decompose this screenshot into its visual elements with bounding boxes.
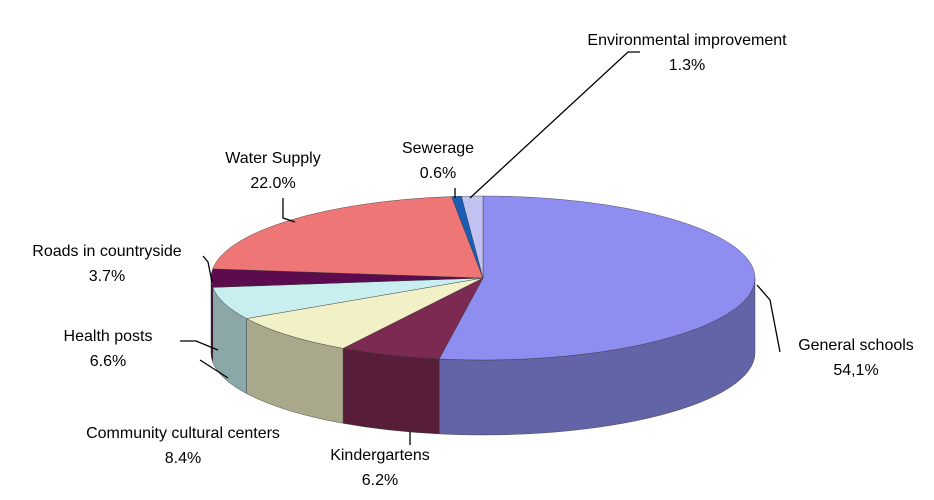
slice-value: 54,1% [833,362,878,379]
leader-line [469,51,640,199]
slice-side [210,277,213,363]
slice [246,277,484,349]
slice-value: 8.4% [165,450,201,467]
slice-value: 22.0% [250,175,295,192]
slice [438,195,756,361]
slice-label: Water Supply [225,150,320,167]
slice-label: Community cultural centers [86,425,280,442]
slice-label: Roads in countryside [32,243,182,260]
slice-value: 1.3% [669,57,705,74]
slice-label: Sewerage [402,140,474,157]
slice-value: 0.6% [420,165,456,182]
slice-value: 6.6% [90,353,126,370]
leader-line [756,284,781,353]
leader-line [180,340,219,351]
leader-line [202,255,213,283]
slice [212,196,484,279]
slice-side [342,348,440,435]
slice-label: Environmental improvement [587,32,787,49]
slice-label: Health posts [64,328,153,345]
leader-line [199,359,229,379]
slice-value: 6.2% [362,472,398,489]
leader-line [282,198,296,223]
slice-label: Kindergartens [330,447,430,464]
slice-value: 3.7% [89,268,125,285]
slice-label: General schools [798,337,914,354]
